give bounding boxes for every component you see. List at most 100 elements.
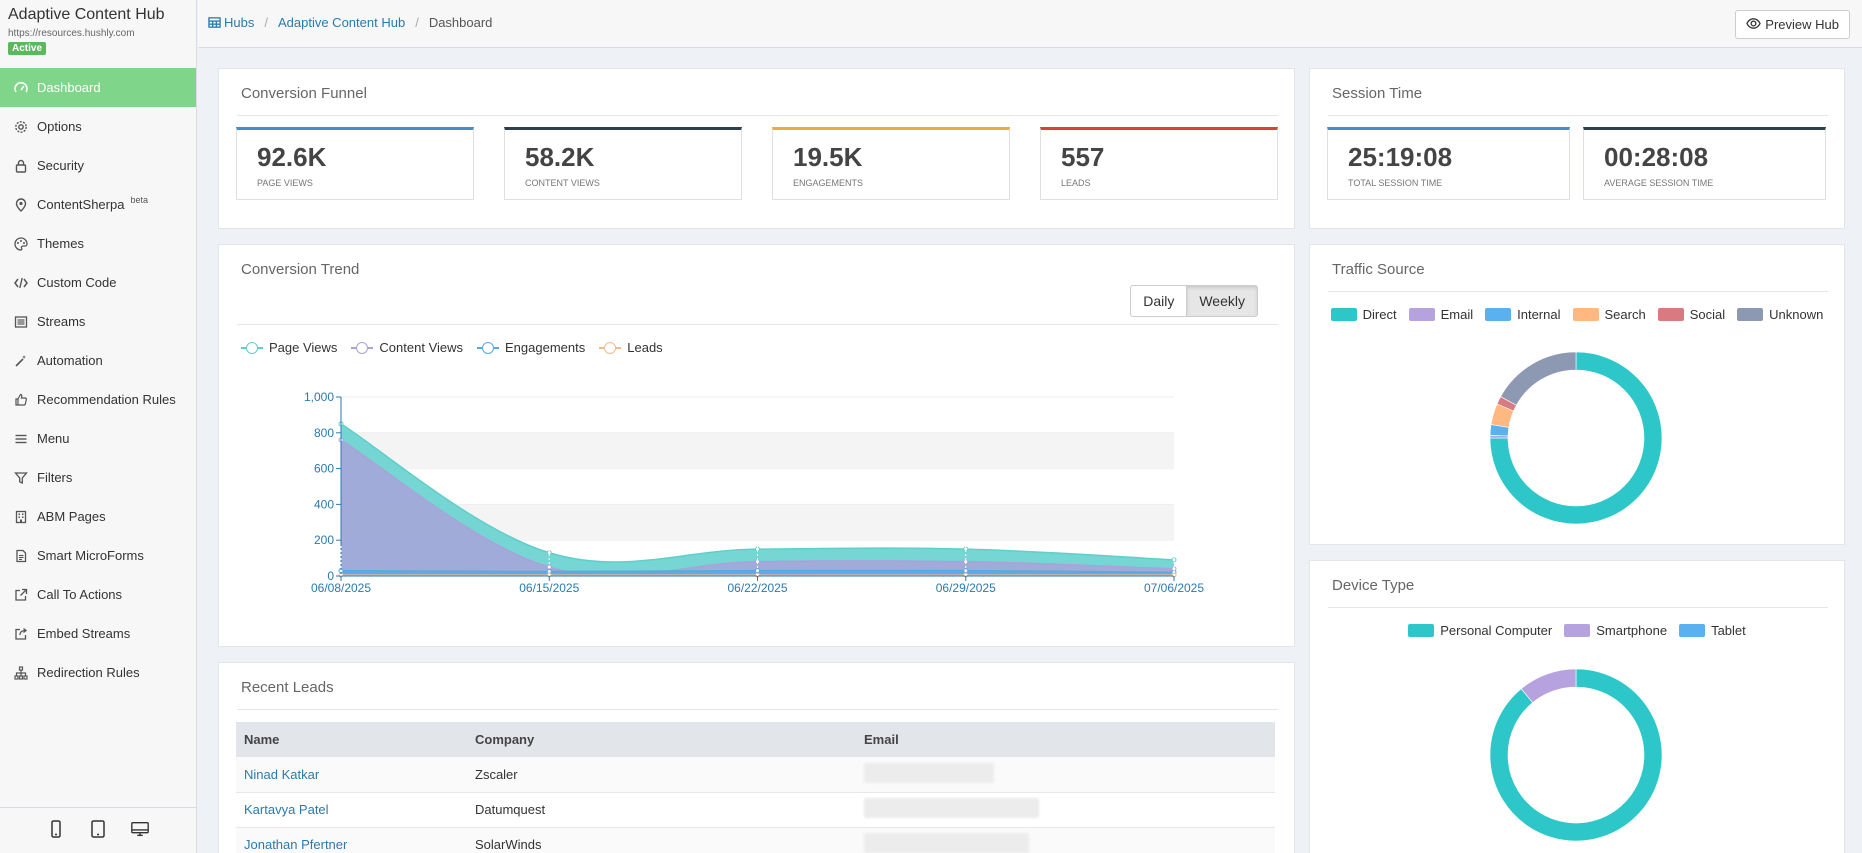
weekly-button[interactable]: Weekly	[1187, 285, 1258, 317]
code-icon	[14, 276, 28, 290]
daily-button[interactable]: Daily	[1130, 285, 1188, 317]
lead-company-cell: SolarWinds	[467, 827, 856, 853]
legend-item-unknown[interactable]: Unknown	[1737, 307, 1823, 322]
stat-card-engagements: 19.5K Engagements	[772, 127, 1010, 200]
legend-label: Personal Computer	[1440, 623, 1553, 638]
lead-email-cell	[856, 827, 1275, 853]
column-header-email[interactable]: Email	[856, 722, 1275, 757]
point-page-views	[755, 546, 760, 552]
sidebar-item-custom-code[interactable]: Custom Code	[0, 263, 196, 302]
tablet-icon[interactable]	[88, 819, 108, 842]
sidebar-item-options[interactable]: Options	[0, 107, 196, 146]
point-engagements	[546, 569, 552, 575]
line-content-views	[340, 439, 1175, 577]
sidebar-item-label: Smart MicroForms	[37, 548, 144, 563]
sidebar-item-label: Redirection Rules	[37, 665, 140, 680]
sidebar-item-recommendation-rules[interactable]: Recommendation Rules	[0, 380, 196, 419]
legend-item-personal-computer[interactable]: Personal Computer	[1408, 623, 1552, 638]
grid-band	[341, 504, 1174, 541]
sidebar-item-call-to-actions[interactable]: Call To Actions	[0, 575, 196, 614]
sidebar-item-abm-pages[interactable]: ABM Pages	[0, 497, 196, 536]
point-leads	[963, 572, 969, 578]
legend-item-content-views[interactable]: Content Views	[351, 340, 463, 355]
sidebar-item-automation[interactable]: Automation	[0, 341, 196, 380]
point-leads	[338, 572, 344, 578]
sidebar-item-embed-streams[interactable]: Embed Streams	[0, 614, 196, 653]
stat-card-leads: 557 Leads	[1040, 127, 1278, 200]
top-bar: Hubs / Adaptive Content Hub / Dashboard …	[198, 0, 1862, 48]
legend-label: Page Views	[269, 340, 338, 355]
sidebar-item-streams[interactable]: Streams	[0, 302, 196, 341]
sidebar-item-dashboard[interactable]: Dashboard	[0, 68, 196, 107]
table-row[interactable]: Ninad Katkar Zscaler	[236, 757, 1275, 793]
breadcrumb-hub[interactable]: Adaptive Content Hub	[277, 15, 406, 30]
column-header-name[interactable]: Name	[236, 722, 467, 757]
preview-hub-label: Preview Hub	[1765, 17, 1839, 32]
lead-email-cell	[856, 792, 1275, 828]
panel-title: Conversion Trend	[241, 261, 360, 278]
slice-direct	[1489, 351, 1663, 525]
legend-label: Internal	[1517, 307, 1561, 322]
redacted-email	[864, 798, 1039, 818]
x-tick-label: 07/06/2025	[1144, 581, 1204, 595]
legend-item-engagements[interactable]: Engagements	[477, 340, 585, 355]
legend-item-search[interactable]: Search	[1572, 307, 1646, 322]
divider	[237, 115, 1278, 116]
lead-name-link[interactable]: Kartavya Patel	[244, 802, 329, 817]
lead-name-cell: Jonathan Pfertner	[236, 827, 467, 853]
stat-value: 00:28:08	[1604, 142, 1709, 172]
legend-item-email[interactable]: Email	[1408, 307, 1473, 322]
preview-hub-button[interactable]: Preview Hub	[1735, 10, 1850, 39]
slice-unknown	[1500, 351, 1577, 406]
line-page-views	[340, 423, 1175, 563]
table-row[interactable]: Jonathan Pfertner SolarWinds	[236, 827, 1275, 853]
line-engagements	[340, 569, 1175, 574]
trend-legend: Page Views Content Views Engagements Leads	[241, 340, 663, 355]
panel-title: Conversion Funnel	[241, 85, 367, 102]
legend-item-tablet[interactable]: Tablet	[1679, 623, 1746, 638]
legend-item-social[interactable]: Social	[1657, 307, 1725, 322]
point-content-views	[1171, 566, 1177, 572]
sidebar-item-contentsherpa[interactable]: ContentSherpa beta	[0, 185, 196, 224]
sherpa-icon	[14, 197, 28, 212]
column-header-company[interactable]: Company	[467, 722, 856, 757]
sidebar-item-security[interactable]: Security	[0, 146, 196, 185]
divider	[1328, 115, 1828, 116]
sidebar-item-label: Streams	[37, 314, 86, 329]
conversion-trend-panel: Conversion Trend Daily Weekly Page Views…	[218, 244, 1295, 647]
legend-item-leads[interactable]: Leads	[599, 340, 663, 355]
desktop-icon[interactable]	[130, 819, 150, 842]
lead-name-cell: Ninad Katkar	[236, 757, 467, 793]
lead-name-link[interactable]: Ninad Katkar	[244, 766, 320, 782]
sidebar-item-filters[interactable]: Filters	[0, 458, 196, 497]
legend-label: Content Views	[379, 340, 464, 355]
legend-label: Unknown	[1769, 307, 1824, 322]
redacted-email	[864, 833, 1029, 853]
x-tick-label: 06/15/2025	[519, 581, 579, 595]
sidebar-item-smart-microforms[interactable]: Smart MicroForms	[0, 536, 196, 575]
hub-brand: Adaptive Content Hub https://resources.h…	[0, 0, 196, 68]
hub-url[interactable]: https://resources.hushly.com	[8, 28, 135, 39]
legend-swatch	[1572, 308, 1599, 321]
stat-label: Leads	[1061, 178, 1091, 188]
point-engagements	[963, 568, 969, 574]
table-row[interactable]: Kartavya Patel Datumquest	[236, 792, 1275, 828]
sidebar-item-themes[interactable]: Themes	[0, 224, 196, 263]
legend-item-page-views[interactable]: Page Views	[241, 340, 337, 355]
stat-value: 25:19:08	[1348, 142, 1453, 172]
legend-item-smartphone[interactable]: Smartphone	[1564, 623, 1667, 638]
legend-swatch	[1408, 624, 1435, 637]
building-icon	[14, 510, 28, 524]
point-page-views	[963, 546, 969, 552]
legend-item-internal[interactable]: Internal	[1485, 307, 1561, 322]
sidebar-item-menu[interactable]: Menu	[0, 419, 196, 458]
status-badge: Active	[8, 42, 47, 55]
traffic-source-donut	[1489, 351, 1663, 525]
sidebar-item-redirection-rules[interactable]: Redirection Rules	[0, 653, 196, 692]
legend-item-direct[interactable]: Direct	[1330, 307, 1397, 322]
traffic-source-panel: Traffic Source Direct Email Internal Search…	[1309, 244, 1845, 545]
smartphone-icon[interactable]	[46, 819, 66, 842]
lead-name-link[interactable]: Jonathan Pfertner	[244, 837, 348, 852]
breadcrumb-hubs[interactable]: Hubs	[224, 15, 255, 30]
sidebar-item-label: Recommendation Rules	[37, 392, 176, 407]
